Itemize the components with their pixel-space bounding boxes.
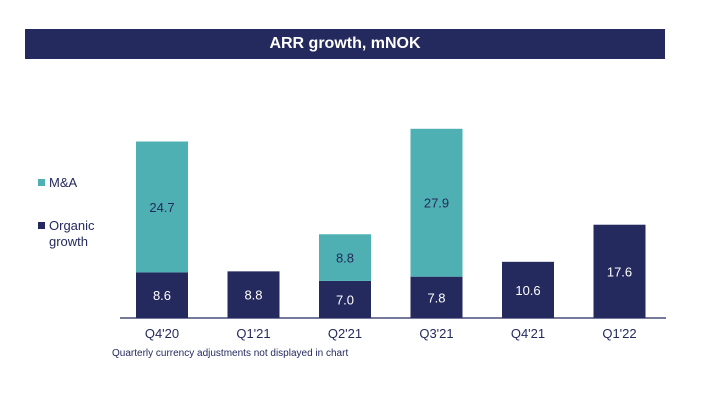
bar-organic <box>136 272 188 318</box>
bar-organic <box>502 261 554 318</box>
legend-item-ma: M&A <box>38 175 77 191</box>
bar-organic <box>593 224 646 318</box>
bar-organic <box>410 276 463 318</box>
data-label-organic: 17.6 <box>607 264 632 279</box>
data-label-organic: 8.8 <box>244 288 262 303</box>
bar-organic <box>319 280 371 318</box>
x-tick-label: Q2'21 <box>328 326 362 341</box>
bar-ma <box>136 141 188 273</box>
x-tick-label: Q4'21 <box>511 326 545 341</box>
legend-label-organic: Organic growth <box>49 218 95 249</box>
chart-title: ARR growth, mNOK <box>269 35 421 52</box>
legend-label-ma: M&A <box>49 175 78 190</box>
x-tick-label: Q1'22 <box>602 326 636 341</box>
bar-ma <box>319 234 371 281</box>
data-label-organic: 7.8 <box>427 290 445 305</box>
data-label-organic: 8.6 <box>153 288 171 303</box>
x-tick-label: Q3'21 <box>419 326 453 341</box>
data-label-organic: 10.6 <box>515 283 540 298</box>
legend-swatch-ma <box>38 179 45 186</box>
x-tick-label: Q1'21 <box>236 326 270 341</box>
bar-organic <box>227 271 280 318</box>
data-label-ma: 24.7 <box>149 200 174 215</box>
bar-ma <box>410 128 463 277</box>
chart-title-bar: ARR growth, mNOK <box>25 29 665 59</box>
x-tick-label: Q4'20 <box>145 326 179 341</box>
legend-item-organic: Organic growth <box>38 218 108 250</box>
data-label-organic: 7.0 <box>336 292 354 307</box>
data-label-ma: 27.9 <box>424 196 449 211</box>
data-label-ma: 8.8 <box>336 251 354 266</box>
footnote: Quarterly currency adjustments not displ… <box>112 348 349 359</box>
legend-swatch-organic <box>38 222 45 229</box>
